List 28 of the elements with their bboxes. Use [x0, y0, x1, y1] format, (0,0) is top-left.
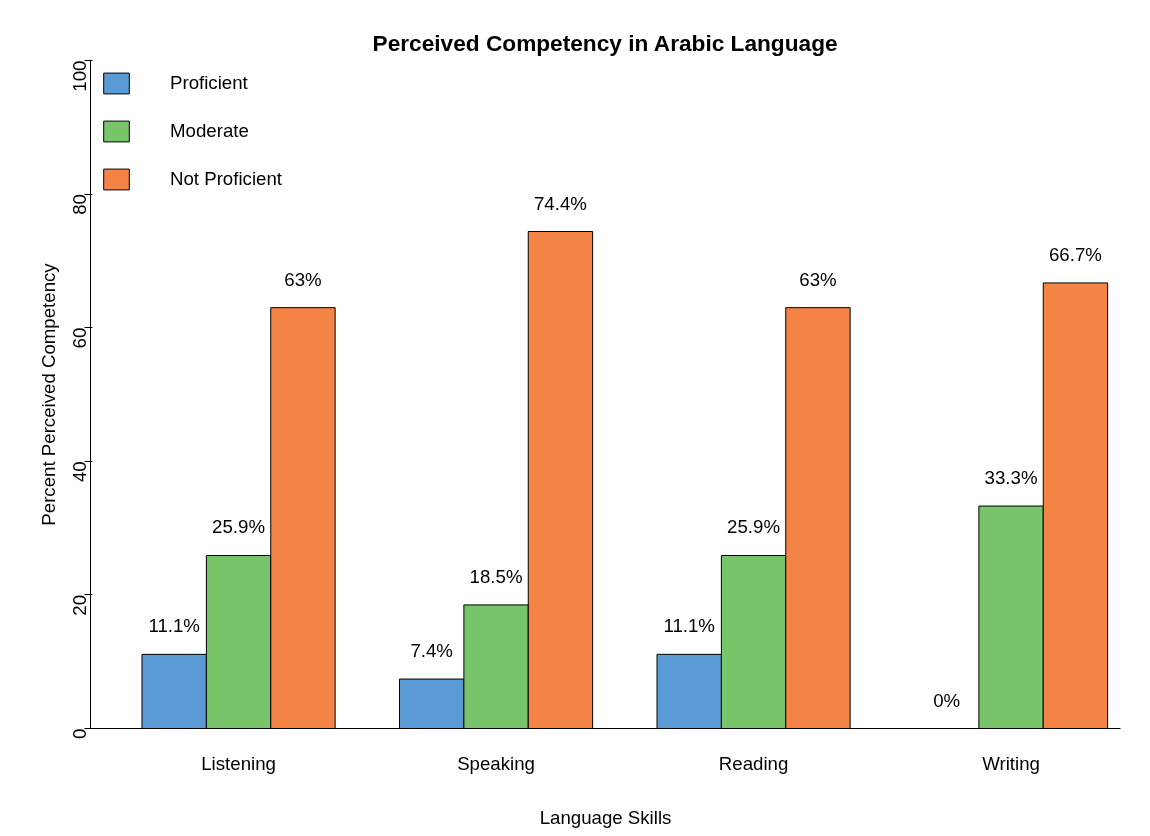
chart-title: Perceived Competency in Arabic Language	[372, 29, 838, 56]
y-tick-label: 60	[69, 327, 90, 349]
x-tick-label: Reading	[718, 752, 789, 774]
data-label: 0%	[933, 689, 961, 711]
x-tick-label: Speaking	[457, 752, 535, 774]
legend-label: Not Proficient	[170, 168, 282, 190]
y-tick-label: 20	[69, 594, 90, 616]
x-tick-label: Writing	[982, 752, 1040, 774]
data-label: 33.3%	[984, 467, 1038, 489]
data-label: 25.9%	[727, 516, 781, 538]
data-label: 66.7%	[1048, 243, 1102, 265]
data-label: 25.9%	[212, 516, 266, 538]
data-label: 18.5%	[469, 565, 523, 587]
y-axis-title: Percent Perceived Competency	[37, 262, 59, 526]
data-label: 7.4%	[410, 640, 453, 662]
data-label: 11.1%	[148, 615, 200, 637]
y-tick-label: 80	[69, 194, 90, 215]
legend-label: Moderate	[170, 120, 249, 142]
x-axis-title: Language Skills	[539, 806, 672, 828]
legend-label: Proficient	[170, 72, 248, 94]
data-label: 74.4%	[533, 192, 587, 214]
y-tick-label: 0	[69, 728, 90, 739]
data-label: 63%	[799, 268, 837, 290]
y-tick-label: 100	[69, 60, 90, 92]
y-tick-label: 40	[69, 461, 90, 483]
data-label: 11.1%	[663, 615, 715, 637]
x-tick-label: Listening	[201, 752, 276, 774]
data-label: 63%	[284, 268, 322, 290]
